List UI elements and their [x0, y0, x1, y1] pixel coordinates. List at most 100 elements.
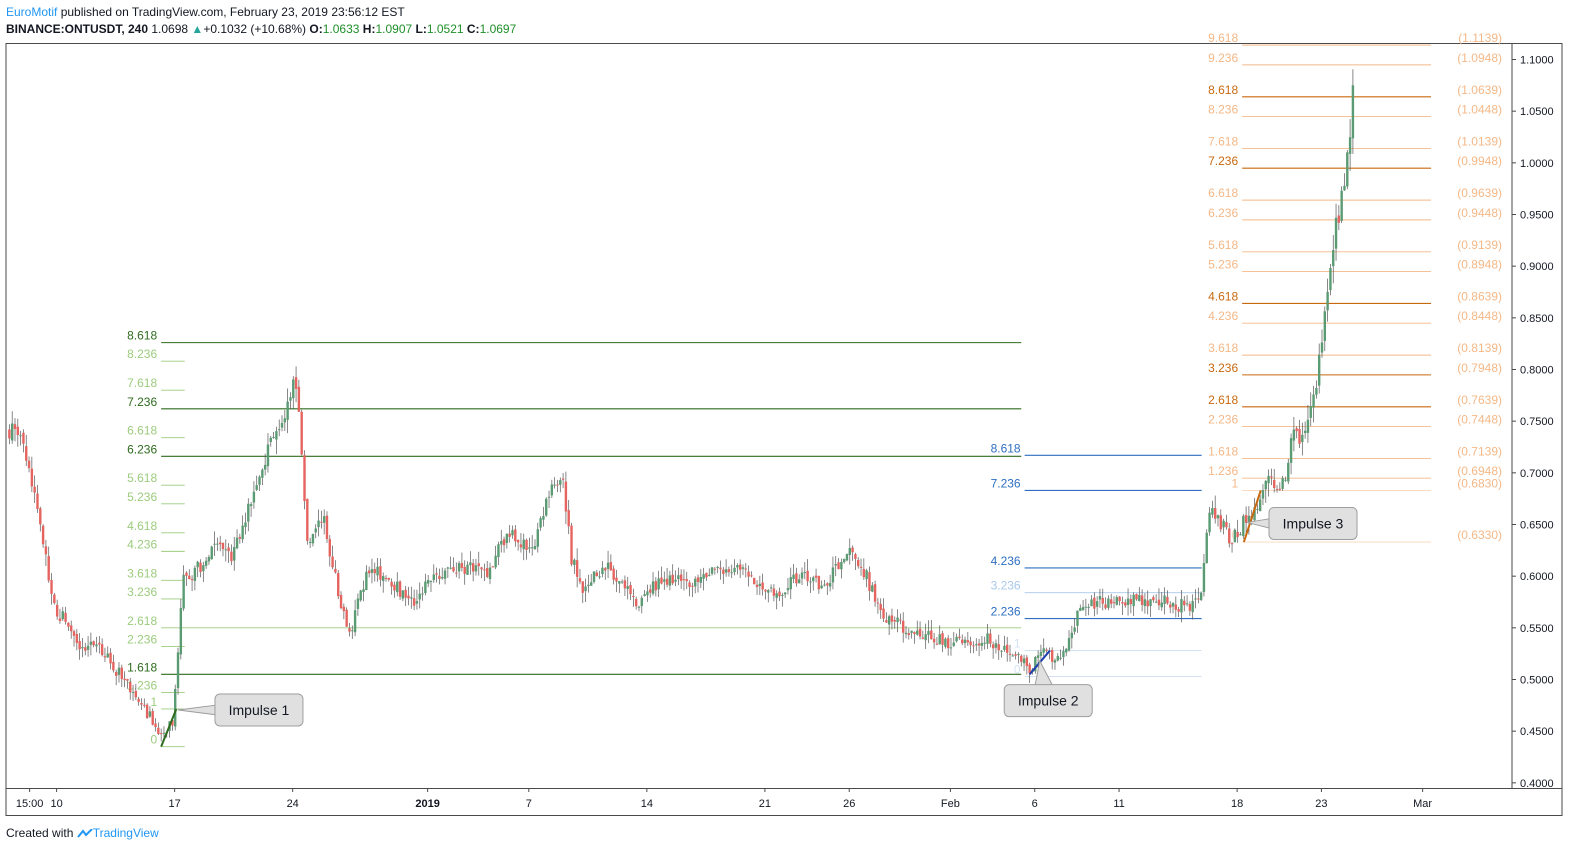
- candle-body: [941, 633, 944, 645]
- price-axis: 1.1000 1.0500 1.0000 0.9500 0.9000 0.8500 0.80…: [1512, 55, 1554, 790]
- candle-body: [1180, 598, 1183, 613]
- candle-body: [997, 644, 1000, 651]
- candle-body: [1273, 480, 1276, 488]
- candle-body: [1081, 607, 1085, 611]
- fib-level-label: 6.236: [1208, 206, 1238, 220]
- fib-level-label: 1.236: [1208, 464, 1238, 478]
- candle-body: [64, 612, 67, 622]
- price-tick-label: 0.9500: [1520, 210, 1554, 222]
- candle-body: [963, 639, 967, 644]
- fib-level-label: 7.236: [127, 395, 157, 409]
- price-tick-label: 0.6000: [1520, 571, 1554, 583]
- candle-body: [22, 432, 25, 444]
- candle-body: [278, 429, 281, 431]
- candle-body: [272, 436, 275, 438]
- fib-level-value: (1.1139): [1458, 31, 1502, 45]
- fib-level-value: (0.7948): [1457, 361, 1502, 375]
- candle-body: [483, 569, 486, 571]
- candle-body: [1244, 514, 1248, 523]
- candle-body: [932, 638, 936, 643]
- candle-body: [991, 644, 995, 649]
- candle-body: [977, 643, 981, 646]
- candle-body: [598, 576, 601, 578]
- fib-level-label: 6.618: [127, 424, 157, 438]
- callout-box[interactable]: [1268, 506, 1358, 540]
- candle-body: [1174, 604, 1178, 610]
- candle-body: [387, 577, 391, 580]
- candle-body: [1219, 515, 1223, 530]
- candle-body: [1090, 599, 1093, 607]
- candle-body: [958, 636, 961, 639]
- fib-level-label: 7.618: [1208, 134, 1238, 148]
- candle-body: [491, 566, 495, 568]
- candle-body: [986, 633, 989, 644]
- candle-body: [1008, 653, 1012, 655]
- candle-body: [514, 529, 517, 542]
- candle-body: [351, 630, 354, 632]
- candle-body: [952, 642, 955, 646]
- candle-body: [868, 572, 871, 592]
- candle-body: [1289, 438, 1293, 463]
- candle-body: [1011, 655, 1015, 657]
- candle-body: [1034, 656, 1037, 672]
- candle-body: [1132, 594, 1135, 607]
- candle-body: [1329, 267, 1332, 291]
- candle-body: [1267, 475, 1270, 484]
- candle-body: [410, 597, 413, 599]
- candle-body: [1121, 602, 1124, 604]
- fib-level-label: 3.618: [1208, 341, 1238, 355]
- callout-box[interactable]: [214, 693, 304, 727]
- candle-body: [795, 573, 798, 584]
- candle-body: [741, 567, 745, 569]
- candle-body: [78, 641, 81, 650]
- candle-body: [1281, 478, 1284, 489]
- price-tick-label: 0.7000: [1520, 468, 1554, 480]
- candle-body: [379, 566, 382, 580]
- candle-body: [1140, 595, 1144, 605]
- time-tick-label: 24: [287, 798, 299, 810]
- candle-body: [328, 539, 331, 557]
- candle-body: [758, 583, 762, 587]
- candle-body: [202, 565, 205, 572]
- candle-body: [539, 518, 542, 528]
- candle-body: [885, 620, 888, 623]
- candle-body: [362, 589, 365, 592]
- candle-body: [1050, 649, 1054, 662]
- candle-body: [713, 568, 717, 570]
- candle-body: [320, 521, 323, 523]
- candle-body: [303, 455, 306, 502]
- callout-box[interactable]: [1003, 684, 1093, 718]
- price-tick-label: 0.4000: [1520, 778, 1554, 790]
- candle-body: [1284, 479, 1287, 481]
- time-tick-label: 26: [843, 798, 855, 810]
- candle-body: [244, 522, 247, 528]
- price-tick-label: 0.5000: [1520, 675, 1554, 687]
- fib-level-value: (0.8139): [1457, 341, 1502, 355]
- candle-body: [148, 711, 152, 717]
- candle-body: [769, 587, 773, 589]
- candle-body: [1177, 609, 1180, 612]
- candle-body: [193, 567, 197, 581]
- fib-level-value: (0.9448): [1457, 206, 1502, 220]
- candle-body: [1298, 428, 1301, 444]
- candle-body: [162, 732, 166, 734]
- candle-body: [935, 643, 939, 645]
- fib-level-label: 3.618: [127, 566, 157, 580]
- candle-body: [696, 577, 700, 582]
- fib-level-label: 3.236: [1208, 361, 1238, 375]
- candle-body: [58, 618, 62, 622]
- tradingview-brand[interactable]: TradingView: [92, 826, 159, 840]
- callout-label: Impulse 1: [229, 702, 290, 718]
- candle-body: [1079, 608, 1082, 611]
- fibonacci-layer: 011.2361.6182.2362.6183.2363.6184.2364.6…: [127, 31, 1502, 748]
- candle-body: [233, 547, 236, 561]
- candle-body: [1332, 250, 1335, 267]
- candle-body: [227, 547, 230, 552]
- candle-body: [154, 723, 157, 727]
- author-link[interactable]: EuroMotif: [6, 5, 58, 19]
- candle-body: [1138, 595, 1141, 602]
- candle-body: [179, 608, 183, 655]
- candle-body: [235, 537, 239, 549]
- candle-body: [738, 564, 742, 570]
